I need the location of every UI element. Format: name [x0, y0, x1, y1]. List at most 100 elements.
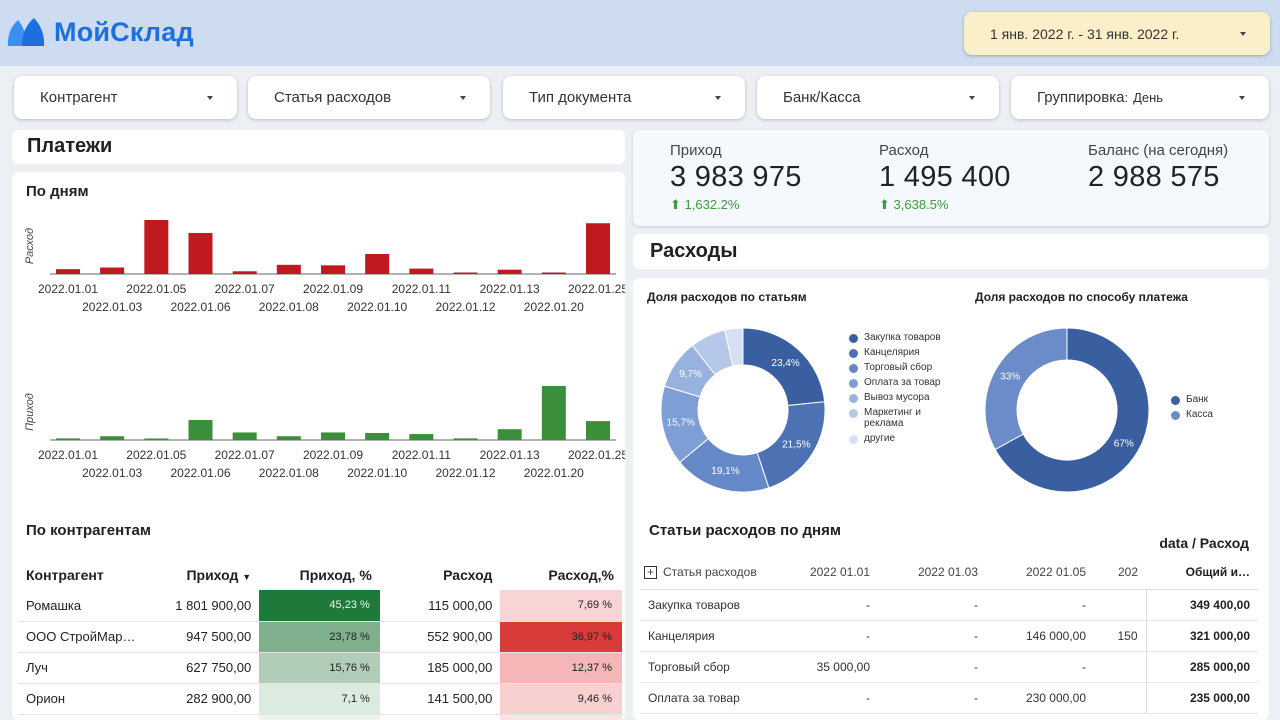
bar[interactable]: [365, 432, 390, 440]
bar[interactable]: [409, 268, 434, 274]
bar[interactable]: [276, 264, 301, 274]
bar[interactable]: [100, 267, 125, 274]
legend-item[interactable]: Торговый сбор: [849, 362, 959, 373]
bar[interactable]: [497, 429, 522, 440]
bar[interactable]: [365, 254, 390, 274]
filter-expense-item[interactable]: Статья расходов: [248, 76, 490, 119]
bar[interactable]: [100, 436, 125, 440]
legend-item[interactable]: Банк: [1171, 394, 1251, 405]
filter-bank-cash[interactable]: Банк/Касса: [757, 76, 999, 119]
cell-value: -: [986, 589, 1094, 621]
y-axis-label: Расход: [24, 228, 36, 264]
bar[interactable]: [586, 223, 610, 274]
col-header-date[interactable]: 2022 01.03: [878, 556, 986, 590]
legend-item[interactable]: Касса: [1171, 409, 1251, 420]
filter-doc-type[interactable]: Тип документа: [503, 76, 745, 119]
cell-total: 321 000,00: [1145, 620, 1258, 652]
kpi-value: 3 983 975: [670, 161, 802, 193]
bar[interactable]: [188, 420, 213, 440]
legend-item[interactable]: Канцелярия: [849, 347, 959, 358]
legend-item[interactable]: Оплата за товар: [849, 377, 959, 388]
filter-grouping[interactable]: Группировка: День: [1011, 76, 1269, 119]
table-row[interactable]: Луч 627 750,00 15,76 % 185 000,00 12,37 …: [18, 652, 622, 684]
col-header-date[interactable]: 2022 01.05: [986, 556, 1094, 590]
cell-income-pct: 45,23 %: [259, 590, 380, 622]
bar[interactable]: [144, 220, 169, 274]
legend-item[interactable]: Закупка товаров: [849, 332, 959, 343]
bar[interactable]: [453, 272, 478, 275]
col-header-income[interactable]: Приход ▼: [186, 567, 252, 583]
kpi-delta: ⬆ 1,632.2%: [670, 197, 740, 212]
chevron-down-icon: [1240, 31, 1246, 36]
col-header-contractor[interactable]: Контрагент: [26, 567, 104, 583]
x-tick-label: 2022.01.08: [259, 300, 319, 314]
date-range-picker[interactable]: 1 янв. 2022 г. - 31 янв. 2022 г.: [964, 12, 1270, 55]
bar[interactable]: [321, 265, 345, 274]
legend-item[interactable]: Маркетинг и реклама: [849, 407, 959, 429]
exp-by-days-subtitle: data / Расход: [1159, 535, 1249, 551]
col-header-expense-pct[interactable]: Расход,%: [548, 567, 614, 583]
x-tick-label: 2022.01.05: [126, 448, 186, 462]
table-row[interactable]: ООО СтройМар… 947 500,00 23,78 % 552 900…: [18, 621, 622, 653]
col-header-income-pct[interactable]: Приход, %: [299, 567, 372, 583]
expense-bar-chart: Расход 2022.01.01 2022.01.03 2022.01.05 2022…: [24, 220, 625, 314]
expense-items-legend: Закупка товаров Канцелярия Торговый сбор Оп…: [849, 332, 959, 448]
bar[interactable]: [232, 432, 257, 440]
cell-value: -: [878, 620, 986, 652]
bar[interactable]: [232, 271, 257, 274]
col-header-total[interactable]: Общий и…: [1146, 556, 1258, 590]
donut-slice[interactable]: [994, 327, 1150, 493]
table-row[interactable]: Орион 282 900,00 7,1 % 141 500,00 9,46 %: [18, 683, 622, 715]
x-tick-label: 2022.01.13: [480, 282, 540, 296]
x-tick-label: 2022.01.07: [215, 448, 275, 462]
bar[interactable]: [56, 269, 80, 274]
pie-title-items: Доля расходов по статьям: [647, 290, 807, 304]
bar[interactable]: [144, 438, 169, 441]
slice-label: 19,1%: [711, 466, 739, 477]
sort-desc-icon: ▼: [242, 572, 252, 582]
logo-icon: [7, 18, 45, 46]
donut-slice[interactable]: [724, 327, 744, 367]
chevron-down-icon: [969, 95, 975, 100]
kpi-delta: ⬆ 3,638.5%: [879, 197, 949, 212]
donut-slice[interactable]: [984, 327, 1068, 451]
bar[interactable]: [321, 432, 345, 440]
kpi-label: Расход: [879, 142, 929, 159]
legend-swatch: [849, 349, 858, 358]
bar[interactable]: [453, 438, 478, 440]
bar[interactable]: [586, 421, 610, 440]
legend-label: Закупка товаров: [864, 332, 941, 343]
bar[interactable]: [56, 438, 80, 440]
table-row[interactable]: Торговый сбор 35 000,00 - - 285 000,00: [640, 651, 1258, 683]
bar[interactable]: [541, 272, 566, 275]
bar[interactable]: [276, 436, 301, 440]
legend-item[interactable]: другие: [849, 433, 959, 444]
cell-value: -: [878, 651, 986, 683]
x-tick-label: 2022.01.01: [38, 448, 98, 462]
filter-label: Банк/Касса: [783, 89, 861, 106]
filter-contractor[interactable]: Контрагент: [14, 76, 237, 119]
bar[interactable]: [188, 232, 213, 274]
table-row[interactable]: Оплата за товар - - 230 000,00 235 000,0…: [640, 682, 1258, 714]
cell-value: -: [878, 682, 986, 714]
table-row[interactable]: Ромашка 1 801 900,00 45,23 % 115 000,00 …: [18, 590, 622, 622]
cell-income: 627 750,00: [166, 652, 260, 684]
cell-expense-pct: 7,69 %: [500, 590, 622, 622]
cell-income: 947 500,00: [166, 621, 260, 653]
expand-plus-icon[interactable]: +: [644, 566, 657, 580]
col-header-date[interactable]: 2022 01.01: [788, 556, 878, 590]
by-days-title: По дням: [26, 183, 89, 200]
cell-value: -: [788, 589, 878, 621]
cell-contractor: Орион: [18, 683, 167, 715]
table-row[interactable]: Канцелярия - - 146 000,00 150 321 000,00: [640, 620, 1258, 652]
legend-item[interactable]: Вывоз мусора: [849, 392, 959, 403]
filter-label: Статья расходов: [274, 89, 392, 106]
table-row[interactable]: Закупка товаров - - - 349 400,00: [640, 589, 1258, 621]
col-header-expense[interactable]: Расход: [443, 567, 493, 583]
col-header-expense-item[interactable]: + Статья расходов: [640, 556, 788, 590]
filter-label: Группировка: [1037, 89, 1125, 106]
col-header-date[interactable]: 202: [1094, 556, 1146, 590]
bar[interactable]: [409, 434, 434, 440]
bar[interactable]: [541, 386, 566, 440]
bar[interactable]: [497, 269, 522, 274]
